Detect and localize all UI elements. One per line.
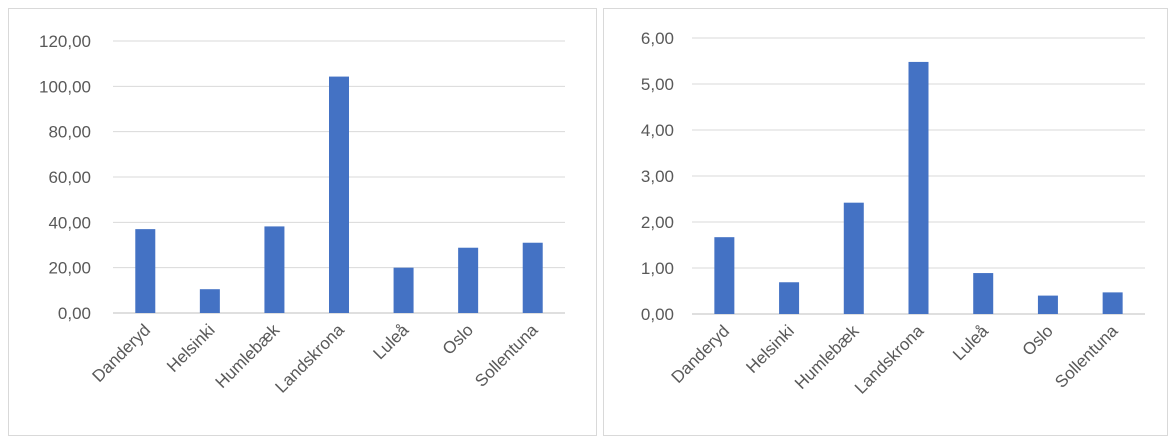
left-x-tick-label: Helsinki [163,320,219,376]
left-bar-sollentuna [522,242,543,313]
left-x-tick-label: Luleå [370,320,413,363]
left-x-tick-label: Landskrona [272,320,349,397]
right-x-tick-label: Helsinki [742,321,798,377]
chart-left: 0,00 20,00 40,00 60,00 80,00 100,00 120,00 Dand… [8,8,597,436]
chart-right-svg: 0,00 1,00 2,00 3,00 4,00 5,00 6,00 Danderyd Hels… [641,29,1145,398]
right-bar-humlebæk [843,202,864,314]
left-x-tick-label: Sollentuna [471,320,542,391]
left-y-tick-label: 80,00 [48,123,91,142]
right-bar-luleå [973,273,994,314]
left-y-tick-label: 100,00 [39,77,91,96]
left-y-tick-label: 60,00 [48,168,91,187]
left-bar-oslo [458,247,479,313]
left-x-tick-label: Danderyd [89,320,155,386]
left-y-tick-label: 40,00 [48,213,91,232]
right-y-tick-label: 4,00 [641,121,674,140]
right-bar-oslo [1037,295,1058,314]
left-y-tick-label: 0,00 [58,304,91,323]
right-y-tick-label: 0,00 [641,305,674,324]
right-y-tick-label: 6,00 [641,29,674,48]
right-y-tick-label: 5,00 [641,75,674,94]
right-x-tick-label: Danderyd [668,321,734,387]
right-bar-helsinki [779,282,800,314]
left-bar-humlebæk [264,226,285,313]
right-bar-landskrona [908,61,929,314]
right-x-tick-label: Sollentuna [1051,321,1122,392]
left-bar-luleå [393,267,414,313]
right-x-tick-label: Luleå [949,321,992,364]
left-bar-landskrona [329,76,349,313]
chart-left-svg: 0,00 20,00 40,00 60,00 80,00 100,00 120,00 Dand… [39,32,565,397]
right-bar-sollentuna [1102,292,1123,314]
chart-right: 0,00 1,00 2,00 3,00 4,00 5,00 6,00 Danderyd Hels… [603,8,1168,436]
right-y-tick-label: 1,00 [641,259,674,278]
left-bar-helsinki [199,289,220,313]
left-y-tick-label: 20,00 [48,259,91,278]
right-y-tick-label: 3,00 [641,167,674,186]
left-x-tick-label: Oslo [439,320,477,358]
right-x-tick-label: Oslo [1019,321,1057,359]
left-y-tick-label: 120,00 [39,32,91,51]
left-bar-danderyd [135,229,156,313]
right-x-tick-label: Landskrona [851,321,928,398]
right-y-tick-label: 2,00 [641,213,674,232]
right-bar-danderyd [714,237,735,314]
